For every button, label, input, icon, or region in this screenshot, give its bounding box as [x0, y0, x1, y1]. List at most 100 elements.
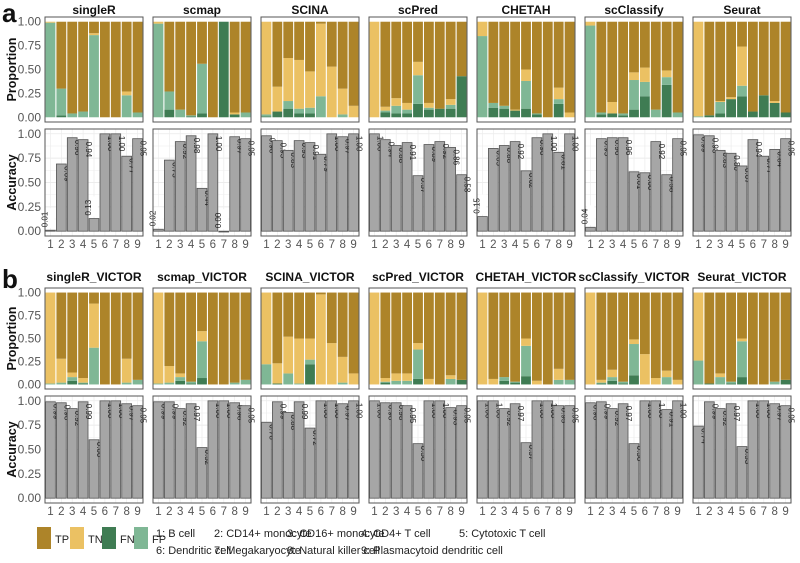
bar-segment-tn [639, 67, 650, 82]
bar-segment-tp [121, 292, 132, 359]
accuracy-value-label: 0.97 [732, 406, 741, 422]
x-tick-label: 1 [155, 506, 161, 518]
x-tick-label: 1 [695, 506, 701, 518]
accuracy-bar [315, 153, 327, 232]
accuracy-bar [661, 409, 672, 499]
bar-segment-fn [488, 107, 499, 118]
bar-segment-fn [305, 113, 315, 118]
x-tick-label: 7 [761, 239, 767, 251]
accuracy-bar [725, 403, 737, 499]
bar-segment-tn [283, 58, 294, 102]
x-tick-label: 4 [188, 239, 195, 251]
accuracy-bar [423, 400, 435, 499]
accuracy-value-label: 1.00 [333, 136, 342, 152]
bar-segment-tp [758, 292, 769, 385]
x-tick-label: 1 [695, 239, 701, 251]
accuracy-bar [693, 425, 704, 499]
y-axis-label-proportion: Proportion [5, 38, 19, 102]
x-tick-label: 3 [69, 239, 75, 251]
accuracy-value-label: 0.99 [699, 137, 708, 153]
accuracy-bar [445, 147, 456, 232]
panel-frame [584, 16, 684, 123]
bar-segment-tp [726, 292, 737, 382]
bar-segment-tn [521, 69, 531, 81]
accuracy-bar [77, 139, 89, 232]
bar-segment-tn [121, 358, 132, 383]
accuracy-value-label: 1.00 [657, 403, 666, 419]
accuracy-bar [704, 401, 715, 499]
accuracy-value-label: 0.67 [743, 168, 752, 184]
accuracy-bar [412, 175, 424, 232]
y-tick-label: 0.75 [18, 418, 42, 432]
accuracy-value-label: 0.78 [267, 424, 276, 440]
bar-segment-tp [650, 292, 661, 379]
y-tick-label: 0.25 [18, 200, 42, 214]
bar-segment-fp [337, 114, 348, 118]
accuracy-value-label: 1.00 [214, 136, 223, 152]
bar-segment-tn [715, 373, 726, 378]
bar-segment-tn [121, 91, 132, 96]
x-tick-label: 5 [91, 239, 97, 251]
bar-segment-fn [780, 379, 791, 385]
accuracy-bar [56, 163, 67, 232]
bar-segment-fp [672, 112, 683, 118]
bar-segment-tn [672, 379, 683, 385]
bar-segment-tp [305, 292, 315, 339]
bar-segment-tp [110, 21, 121, 118]
bar-segment-fp [197, 341, 207, 379]
bar-segment-tp [564, 292, 575, 380]
accuracy-bar [196, 447, 208, 499]
accuracy-value-label: 0.95 [602, 141, 611, 157]
y-tick-label: 0.00 [18, 491, 42, 505]
bar-segment-tp [607, 292, 618, 370]
bar-segment-fn [175, 380, 186, 385]
panel-a: a Proportion Accuracy singleR 0.00 0.25 0.50 0.… [2, 0, 796, 251]
x-tick-label: 9 [566, 506, 572, 518]
cell-type-label: 8: Natural killer cell [287, 545, 380, 557]
x-tick-label: 4 [296, 506, 303, 518]
x-tick-label: 1 [155, 239, 161, 251]
panel-frame [584, 395, 684, 504]
accuracy-bar [56, 402, 67, 499]
x-tick-label: 2 [382, 506, 388, 518]
accuracy-bar [348, 400, 359, 499]
accuracy-bar [174, 141, 186, 232]
bar-segment-fp [67, 113, 78, 118]
bar-segment-tn [521, 338, 531, 346]
y-tick-label: 0.50 [18, 443, 42, 457]
x-tick-label: 6 [210, 239, 216, 251]
bar-segment-tp [704, 292, 715, 384]
x-tick-label: 3 [501, 239, 507, 251]
x-tick-label: 7 [437, 239, 443, 251]
bar-segment-tp [348, 21, 359, 106]
bar-segment-fp [531, 113, 542, 115]
bar-segment-fn [553, 103, 564, 118]
bar-segment-tn [369, 21, 380, 118]
bar-segment-fn [413, 378, 423, 385]
x-tick-label: 6 [642, 239, 648, 251]
accuracy-value-label: 0.85 [494, 150, 503, 166]
x-tick-label: 3 [177, 239, 183, 251]
bar-segment-fp [585, 25, 596, 118]
bar-segment-fp [175, 377, 186, 381]
bar-segment-fn [272, 111, 283, 118]
x-tick-label: 2 [382, 239, 388, 251]
accuracy-bar [412, 443, 424, 499]
x-tick-label: 4 [512, 239, 519, 251]
bar-segment-tp [78, 21, 89, 112]
bar-segment-tn [737, 46, 747, 86]
accuracy-bar [282, 149, 294, 232]
bar-segment-fp [186, 115, 197, 117]
accuracy-bar [164, 401, 175, 499]
bar-segment-fn [510, 382, 521, 385]
panel-frame [44, 128, 144, 237]
bar-segment-fp [283, 101, 294, 109]
bar-segment-fn [737, 96, 747, 118]
x-tick-label: 9 [350, 506, 356, 518]
accuracy-bar [606, 408, 618, 499]
x-tick-label: 8 [663, 506, 669, 518]
accuracy-value-label: 0.96 [73, 140, 82, 156]
